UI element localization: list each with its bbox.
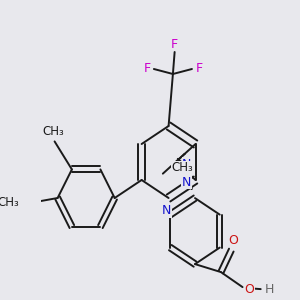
Text: F: F — [195, 62, 203, 76]
Text: N: N — [162, 205, 172, 218]
Text: N: N — [182, 158, 192, 170]
Text: CH₃: CH₃ — [0, 196, 20, 209]
Text: H: H — [265, 283, 274, 296]
Text: N: N — [182, 176, 191, 189]
Text: F: F — [171, 38, 178, 50]
Text: O: O — [244, 283, 254, 296]
Text: F: F — [143, 62, 151, 76]
Text: CH₃: CH₃ — [42, 125, 64, 138]
Text: CH₃: CH₃ — [172, 161, 193, 174]
Text: O: O — [228, 234, 238, 247]
